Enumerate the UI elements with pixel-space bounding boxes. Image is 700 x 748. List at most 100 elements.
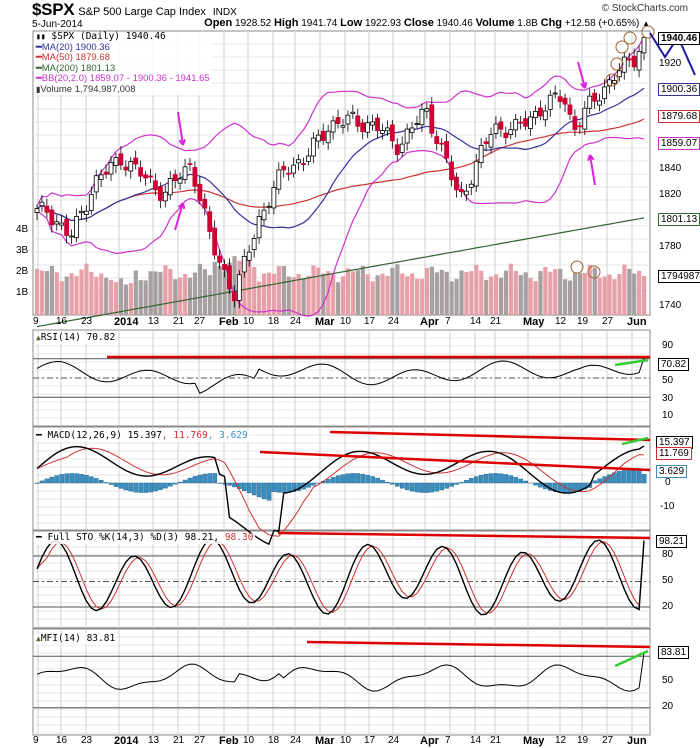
date-tick: Apr	[420, 735, 439, 747]
open-label: Open	[204, 17, 233, 29]
tag-bb-lower: 1859.07	[658, 137, 700, 150]
date-tick: 24	[290, 316, 302, 327]
tag-ma50: 1879.68	[658, 110, 700, 123]
date-tick: 10	[340, 735, 352, 746]
date-tick: May	[523, 316, 545, 328]
tag-ma200: 1801.13	[658, 213, 700, 226]
date-tick: 17	[364, 316, 376, 327]
date-tick: Apr	[420, 316, 439, 328]
date-tick: 24	[290, 735, 302, 746]
mfi-axis-20: 20	[662, 701, 674, 712]
axis-1920: 1920	[659, 58, 682, 69]
date-tick: Feb	[219, 735, 239, 747]
close-label: Close	[403, 17, 434, 29]
low-value: 1922.93	[364, 18, 402, 29]
hist-tag: 3.629	[656, 465, 688, 478]
date-tick: 12	[555, 316, 567, 327]
legend-ma20: ━MA(20) 1900.36	[36, 41, 110, 53]
chg-value: +12.58 (+0.65%)	[564, 18, 640, 29]
rsi-axis-50: 50	[662, 375, 674, 386]
date-tick: 10	[340, 316, 352, 327]
legend-main: ▮▮ $SPX (Daily) 1940.46	[36, 31, 166, 42]
ohlc-summary: Open 1928.52 High 1941.74 Low 1922.93 Cl…	[204, 17, 650, 29]
sto-axis-50: 50	[662, 575, 674, 586]
date-tick: 7	[445, 316, 451, 327]
date-tick: 27	[194, 735, 206, 746]
rsi-axis-30: 30	[662, 393, 674, 404]
axis-1780: 1780	[659, 241, 682, 252]
vol-axis-3b: 3B	[16, 245, 29, 256]
date-tick: 21	[490, 735, 502, 746]
signal-tag: 11.769	[656, 447, 692, 460]
date-tick: 13	[148, 735, 160, 746]
rsi-axis-10: 10	[662, 410, 674, 421]
volume-label: Volume	[475, 17, 515, 29]
date-tick: 23	[81, 316, 93, 327]
date-tick: 21	[490, 316, 502, 327]
vol-axis-1b: 1B	[16, 287, 29, 298]
date-tick: Mar	[315, 316, 335, 328]
date-tick: 9	[33, 316, 39, 327]
date-tick: Jun	[627, 735, 647, 747]
legend-bb: ━BB(20,2.0) 1859.07 - 1900.36 - 1941.65	[36, 73, 210, 84]
axis-1820: 1820	[659, 189, 682, 200]
date-tick: 19	[577, 316, 589, 327]
date-tick: 9	[33, 735, 39, 746]
mfi-axis-50: 50	[662, 675, 674, 686]
chg-label: Chg	[540, 17, 563, 29]
tag-volume: 1794987	[658, 270, 700, 283]
up-arrow-icon: ▲	[642, 19, 650, 28]
axis-1740: 1740	[659, 300, 682, 311]
date-tick: 17	[364, 735, 376, 746]
open-value: 1928.52	[235, 18, 272, 29]
tag-ma20: 1900.36	[658, 83, 700, 96]
date-tick: 2014	[114, 735, 139, 747]
date-tick: 27	[602, 316, 614, 327]
date-tick: 27	[194, 316, 206, 327]
tag-close: 1940.46	[658, 32, 700, 45]
macd-axis-0: 0	[665, 477, 671, 488]
date-tick: 14	[470, 316, 482, 327]
sto-legend: ━ Full STO %K(14,3) %D(3) 98.21, 98.30	[34, 532, 256, 544]
date-tick: 13	[148, 316, 160, 327]
date-tick: 21	[173, 735, 185, 746]
exchange: INDX	[212, 7, 237, 18]
date-tick: 12	[555, 735, 567, 746]
vol-axis-4b: 4B	[16, 224, 29, 235]
rsi-legend: ▲RSI(14) 70.82	[34, 332, 118, 344]
date-tick: 14	[470, 735, 482, 746]
date-tick: 19	[577, 735, 589, 746]
axis-1840: 1840	[659, 163, 682, 174]
sto-axis-80: 80	[662, 549, 674, 560]
chart-date: 5-Jun-2014	[32, 19, 83, 30]
date-tick: 18	[268, 735, 280, 746]
date-tick: Jun	[627, 316, 647, 328]
macd-axis-neg10: -10	[660, 501, 675, 512]
legend-ma50: ━MA(50) 1879.68	[36, 52, 110, 63]
chart-title: $SPX S&P 500 Large Cap Index INDX	[32, 0, 237, 19]
date-tick: 7	[445, 735, 451, 746]
legend-ma200: ━MA(200) 1801.13	[36, 62, 116, 74]
date-tick: 23	[81, 735, 93, 746]
sto-axis-20: 20	[662, 601, 674, 612]
rsi-tag: 70.82	[658, 358, 690, 371]
date-tick: 24	[388, 316, 400, 327]
price-legend: ▮▮ $SPX (Daily) 1940.46 ━MA(20) 1900.36 …	[34, 31, 212, 95]
legend-volume: ▮Volume 1,794,987,008	[36, 83, 136, 95]
high-label: High	[273, 17, 299, 29]
high-value: 1941.74	[301, 18, 338, 29]
sto-tag: 98.21	[656, 535, 688, 548]
date-tick: Mar	[315, 735, 335, 747]
date-tick: 18	[268, 316, 280, 327]
date-tick: Feb	[219, 316, 239, 328]
date-tick: 16	[56, 735, 68, 746]
close-value: 1940.46	[436, 18, 473, 29]
stockcharts-credit: © StockCharts.com	[601, 3, 688, 14]
date-tick: 24	[388, 735, 400, 746]
mfi-tag: 83.81	[658, 646, 690, 659]
low-label: Low	[340, 17, 363, 29]
vol-axis-2b: 2B	[16, 266, 29, 277]
ticker-name: S&P 500 Large Cap Index	[78, 6, 206, 18]
date-tick: May	[523, 735, 545, 747]
date-tick: 10	[243, 735, 255, 746]
